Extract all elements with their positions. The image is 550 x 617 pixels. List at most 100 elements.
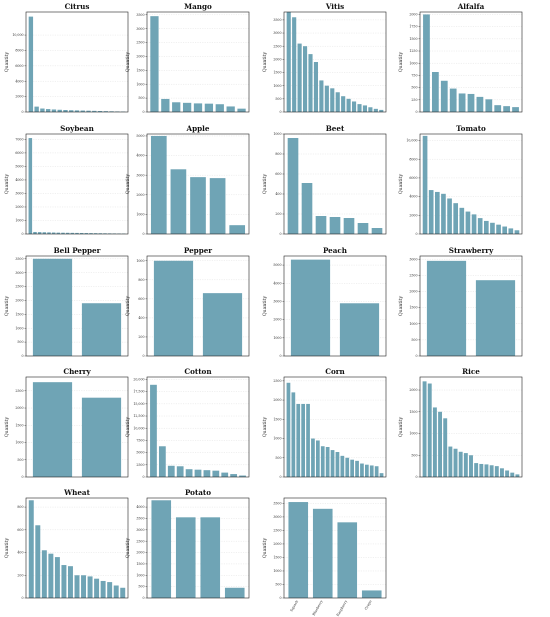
y-tick-label: 7000 [15, 138, 23, 142]
bar [194, 469, 202, 477]
bar [103, 111, 109, 112]
bar [287, 138, 299, 234]
y-tick-label: 2000 [409, 290, 417, 294]
y-tick-label: 15,000 [133, 402, 144, 406]
panel-bell-pepper: Bell Pepper 0 500 1000 1500 2000 2500 3000 3500 Q… [4, 246, 129, 358]
panel-title: Potato [185, 488, 211, 497]
y-tick-label: 10,000 [133, 426, 144, 430]
bar [324, 85, 329, 112]
bar [502, 226, 508, 234]
bar [374, 466, 379, 477]
bar [224, 587, 245, 598]
y-tick-label: 3500 [15, 257, 23, 261]
bar [209, 178, 226, 234]
y-tick-label: 500 [17, 458, 23, 462]
bar [107, 233, 112, 234]
y-tick-label: 1000 [136, 212, 144, 216]
bar [286, 382, 291, 477]
y-tick-label: 2000 [136, 551, 144, 555]
y-tick-label: 8000 [409, 157, 417, 161]
bar [510, 472, 515, 477]
y-tick-label: 2500 [273, 44, 281, 48]
bar [212, 470, 220, 477]
bar [37, 232, 42, 234]
panel-vitis: Vitis 0 500 1000 1500 2000 2500 3000 3500 Quantit… [262, 2, 387, 114]
panel-title: Beet [326, 124, 345, 133]
y-tick-label: 0 [142, 475, 144, 479]
y-tick-label: 500 [275, 456, 281, 460]
panel-soybean: Soybean 0 1000 2000 3000 4000 5000 6000 7000 Quan… [4, 124, 129, 236]
bar [301, 403, 306, 477]
bar [319, 80, 324, 112]
y-tick-label: 1000 [273, 84, 281, 88]
y-axis-label: Quantity [125, 417, 131, 438]
y-tick-label: 4000 [409, 195, 417, 199]
y-tick-label: 200 [138, 335, 144, 339]
bar [161, 98, 170, 112]
y-tick-label: 2500 [136, 539, 144, 543]
bar [74, 575, 80, 598]
bar [453, 203, 459, 234]
bar [167, 465, 175, 477]
bar [496, 224, 501, 234]
y-tick-label: 0 [279, 354, 281, 358]
y-axis-label: Quantity [398, 52, 404, 73]
y-axis-label: Quantity [262, 296, 268, 317]
panel-alfalfa: Alfalfa 0 250 500 750 1000 1250 1500 1750 2000 Qua… [398, 2, 523, 114]
bar [422, 381, 427, 477]
y-tick-label: 400 [138, 316, 144, 320]
bar [74, 110, 80, 112]
bar [158, 446, 166, 477]
bar [89, 233, 93, 234]
y-axis-label: Quantity [262, 538, 268, 559]
panel-title: Bell Pepper [54, 246, 101, 255]
bar [330, 88, 335, 112]
panel-title: Tomato [456, 124, 486, 133]
bar [65, 232, 70, 234]
bar [335, 92, 340, 112]
bar [302, 46, 308, 112]
y-tick-label: 2500 [15, 389, 23, 393]
y-tick-label: 3000 [136, 528, 144, 532]
y-tick-label: 750 [411, 74, 417, 78]
y-tick-label: 200 [275, 212, 281, 216]
y-tick-label: 1500 [15, 423, 23, 427]
y-axis-label: Quantity [125, 296, 131, 317]
y-tick-label: 2000 [15, 205, 23, 209]
bar [34, 106, 39, 112]
panel-title: Wheat [63, 488, 91, 497]
axes-frame [146, 11, 250, 113]
x-tick-label: Grape [364, 600, 373, 611]
bar [215, 104, 224, 112]
bar [100, 580, 106, 598]
bar [150, 384, 157, 477]
y-tick-label: 4000 [15, 79, 23, 83]
y-tick-label: 2000 [273, 318, 281, 322]
y-tick-label: 0 [142, 596, 144, 600]
y-tick-label: 4000 [136, 154, 144, 158]
bar [190, 177, 206, 234]
bar [431, 72, 439, 112]
panel-title: Mango [184, 2, 212, 11]
bar [311, 438, 315, 477]
bar [150, 16, 159, 113]
y-tick-label: 3500 [136, 13, 144, 17]
bar [172, 102, 181, 112]
x-tick-label: Raspberry [336, 599, 348, 617]
y-tick-label: 600 [275, 172, 281, 176]
y-tick-label: 0 [415, 475, 417, 479]
bar [290, 259, 331, 356]
y-tick-label: 0 [415, 110, 417, 114]
y-tick-label: 1500 [273, 556, 281, 560]
y-tick-label: 500 [17, 340, 23, 344]
y-tick-label: 0 [21, 596, 23, 600]
y-tick-label: 2500 [409, 273, 417, 277]
panel-strawberry: Strawberry 0 500 1000 1500 2000 2500 3000 Quanti… [398, 246, 523, 358]
bar [315, 216, 327, 234]
y-tick-label: 1750 [409, 25, 417, 29]
bar [325, 447, 330, 477]
bar [153, 260, 194, 356]
panel-peach: Peach 0 1000 2000 3000 4000 5000 Quantity [262, 246, 387, 358]
y-tick-label: 3500 [273, 18, 281, 22]
bar [379, 473, 384, 477]
